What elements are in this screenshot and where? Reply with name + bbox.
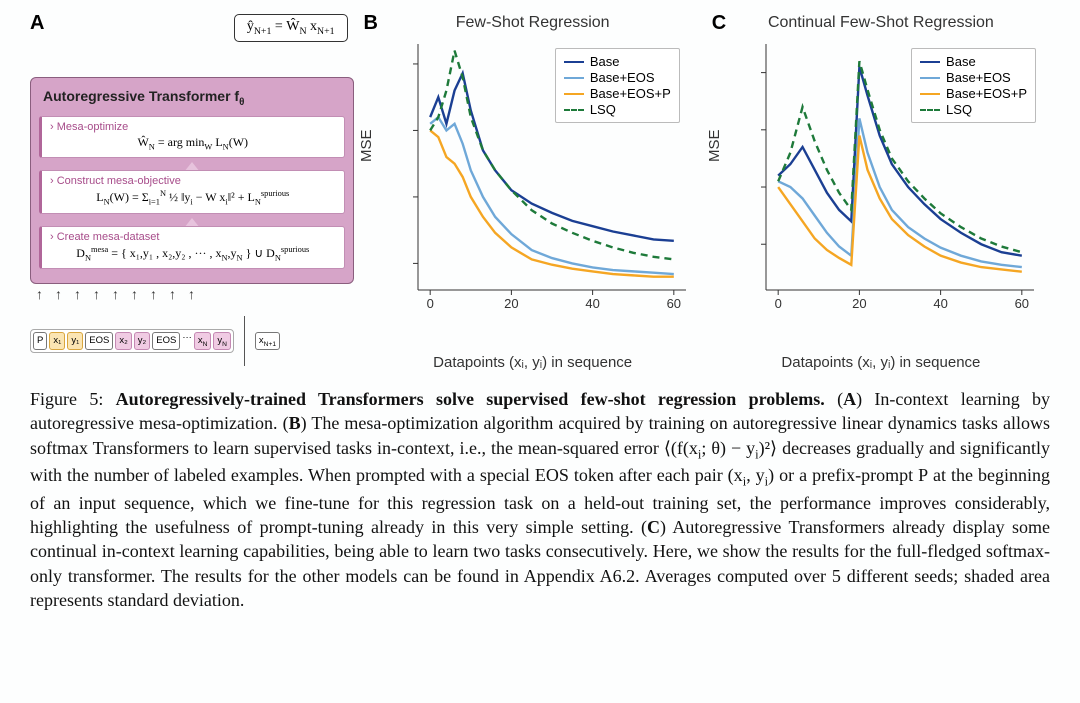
legend-label: Base (946, 54, 976, 69)
token: y₂ (134, 332, 150, 351)
legend-item: Base+EOS+P (564, 86, 671, 101)
mesa-objective-block: › Construct mesa-objective LN(W) = Σi=1N… (39, 170, 345, 213)
legend-label: LSQ (946, 102, 972, 117)
transformer-title: Autoregressive Transformer fθ (43, 88, 345, 108)
separator (244, 316, 245, 366)
legend-swatch (564, 61, 584, 63)
token: yN (213, 332, 231, 351)
legend-swatch (920, 77, 940, 79)
chart-c-title: Continual Few-Shot Regression (712, 14, 1050, 32)
legend-item: Base (564, 54, 671, 69)
svg-text:60: 60 (666, 296, 680, 311)
token-arrows: ↑↑↑ ↑↑↑ ↑↑↑ (36, 288, 354, 304)
legend-label: Base+EOS+P (590, 86, 671, 101)
legend-label: Base+EOS+P (946, 86, 1027, 101)
caption-fig-label: Figure 5: (30, 389, 103, 409)
token-eos: EOS (85, 332, 113, 351)
chart-b-legend: BaseBase+EOSBase+EOS+PLSQ (555, 48, 680, 123)
legend-swatch (920, 61, 940, 63)
panel-c: C Continual Few-Shot Regression MSE 0204… (712, 12, 1050, 367)
token: x₂ (115, 332, 131, 351)
token-ellipsis: ··· (182, 332, 192, 351)
legend-item: Base+EOS (920, 70, 1027, 85)
legend-label: Base (590, 54, 620, 69)
legend-swatch (920, 109, 940, 111)
legend-item: Base (920, 54, 1027, 69)
svg-text:60: 60 (1014, 296, 1028, 311)
token: y₁ (67, 332, 83, 351)
svg-text:20: 20 (852, 296, 866, 311)
panel-b: B Few-Shot Regression MSE 02040600.51.01… (364, 12, 702, 367)
token-tail: xN+1 (255, 332, 280, 351)
legend-label: Base+EOS (946, 70, 1011, 85)
token-sequence: P x₁ y₁ EOS x₂ y₂ EOS ··· xN yN xN+1 (30, 316, 354, 366)
legend-swatch (564, 109, 584, 111)
caption-body: (A) In-context learning by autoregressiv… (30, 389, 1050, 610)
mesa-objective-head: › Construct mesa-objective (50, 175, 336, 187)
legend-item: LSQ (920, 102, 1027, 117)
mesa-optimize-block: › Mesa-optimize ŴN = arg minW LN(W) (39, 116, 345, 158)
mesa-optimize-head: › Mesa-optimize (50, 121, 336, 133)
mesa-objective-eq: LN(W) = Σi=1N ½ ‖yi − W xi‖² + LNspuriou… (50, 189, 336, 206)
svg-text:40: 40 (585, 296, 599, 311)
chart-c-legend: BaseBase+EOSBase+EOS+PLSQ (911, 48, 1036, 123)
mesa-optimize-eq: ŴN = arg minW LN(W) (50, 135, 336, 151)
figure-row: A ŷN+1 = ŴN xN+1 Autoregressive Transfor… (30, 12, 1050, 367)
legend-swatch (920, 93, 940, 95)
legend-item: LSQ (564, 102, 671, 117)
mesa-dataset-block: › Create mesa-dataset DNmesa = { x₁,y₁ ,… (39, 226, 345, 269)
transformer-box: Autoregressive Transformer fθ › Mesa-opt… (30, 77, 354, 284)
panel-a: A ŷN+1 = ŴN xN+1 Autoregressive Transfor… (30, 12, 354, 367)
svg-text:20: 20 (504, 296, 518, 311)
panel-a-top-equation: ŷN+1 = ŴN xN+1 (234, 14, 348, 42)
caption-title: Autoregressively-trained Transformers so… (116, 389, 825, 409)
legend-item: Base+EOS+P (920, 86, 1027, 101)
token: x₁ (49, 332, 65, 351)
legend-swatch (564, 77, 584, 79)
chart-b-xlabel: Datapoints (xᵢ, yᵢ) in sequence (364, 354, 702, 371)
token-eos: EOS (152, 332, 180, 351)
token: xN (194, 332, 212, 351)
figure-caption: Figure 5: Autoregressively-trained Trans… (30, 387, 1050, 612)
chart-c-xlabel: Datapoints (xᵢ, yᵢ) in sequence (712, 354, 1050, 371)
legend-label: LSQ (590, 102, 616, 117)
svg-text:40: 40 (933, 296, 947, 311)
svg-text:0: 0 (774, 296, 781, 311)
chart-b-title: Few-Shot Regression (364, 14, 702, 32)
chart-c-ylabel: MSE (706, 129, 723, 162)
token-p: P (33, 332, 47, 351)
svg-text:0: 0 (426, 296, 433, 311)
chart-b-ylabel: MSE (358, 129, 375, 162)
mesa-dataset-head: › Create mesa-dataset (50, 231, 336, 243)
legend-swatch (564, 93, 584, 95)
legend-item: Base+EOS (564, 70, 671, 85)
legend-label: Base+EOS (590, 70, 655, 85)
mesa-dataset-eq: DNmesa = { x₁,y₁ , x₂,y₂ , ··· , xN,yN }… (50, 245, 336, 262)
